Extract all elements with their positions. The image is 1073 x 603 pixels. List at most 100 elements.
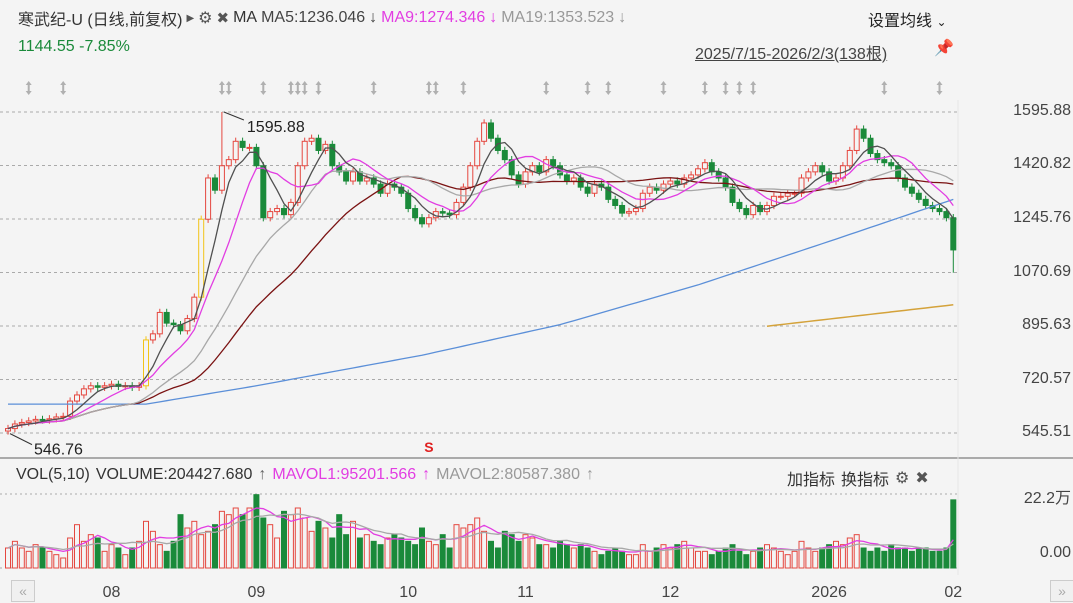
candle-body: [536, 165, 543, 173]
volume-bar: [508, 534, 515, 569]
volume-bar: [239, 514, 246, 569]
volume-bar: [839, 544, 846, 569]
volume-bar: [115, 547, 122, 569]
switch-indicator-button[interactable]: 换指标: [841, 472, 890, 489]
volume-bar: [798, 540, 805, 569]
y-tick-label: 1245.76: [1013, 208, 1071, 226]
volume-bar: [170, 540, 177, 569]
volume-bar: [488, 540, 494, 569]
y-tick-label: 895.63: [1022, 316, 1071, 333]
candle-body: [315, 137, 322, 151]
candle-body: [619, 204, 626, 214]
candle-body: [550, 159, 557, 167]
candle-body: [798, 177, 805, 194]
event-marker-icon: [701, 81, 708, 95]
volume-bar: [377, 544, 384, 569]
volume-bar: [708, 554, 715, 569]
ma-long-blue-line: [8, 198, 954, 405]
volume-bar: [308, 530, 315, 569]
scroll-left-button[interactable]: «: [11, 580, 35, 602]
candle-body: [294, 165, 301, 203]
close-icon[interactable]: ✖: [915, 470, 929, 487]
candle-body: [108, 383, 115, 387]
candle-body: [94, 385, 101, 388]
volume-bar: [515, 540, 522, 569]
candle-body: [198, 218, 205, 298]
volume-bar: [136, 540, 143, 569]
volume-bar: [950, 499, 957, 569]
volume-bar: [322, 527, 329, 569]
candle-body: [32, 418, 39, 422]
candle-body: [460, 186, 467, 203]
volume-bar: [626, 554, 632, 569]
volume-bar: [225, 514, 232, 569]
candle-body: [570, 177, 577, 182]
event-marker-icon: [315, 81, 322, 95]
volume-bar: [432, 544, 439, 569]
volume-bar: [929, 550, 936, 569]
vol-params[interactable]: VOL(5,10): [16, 466, 90, 483]
volume-bar: [770, 547, 777, 569]
candle-body: [101, 385, 108, 388]
event-marker-icon: [460, 81, 467, 95]
candle-body: [170, 322, 177, 326]
volume-bar: [570, 547, 577, 569]
volume-bar: [943, 547, 950, 569]
volume-bar: [350, 520, 356, 569]
candle-body: [439, 211, 446, 214]
candle-body: [874, 153, 881, 161]
scroll-right-button[interactable]: »: [1050, 580, 1073, 602]
volume-bar: [446, 547, 453, 569]
volume-bar: [294, 507, 301, 569]
candle-body: [515, 174, 522, 185]
candle-body: [819, 165, 826, 173]
volume-bar: [412, 544, 419, 569]
candle-body: [18, 421, 25, 425]
stock-title[interactable]: 寒武纪-U (日线,前复权): [18, 12, 183, 29]
volume-bar: [494, 547, 501, 569]
candle-body: [626, 211, 632, 214]
volume-bar: [101, 550, 108, 569]
volume-bar: [529, 537, 536, 569]
volume-bar: [867, 550, 874, 569]
candle-body: [922, 198, 929, 206]
candle-body: [715, 171, 722, 179]
chevron-down-icon: ⌄: [936, 15, 947, 29]
pin-icon[interactable]: 📌: [934, 40, 954, 57]
volume-bar: [591, 550, 598, 569]
gear-icon[interactable]: ⚙: [895, 470, 910, 487]
volume-bar: [184, 527, 191, 569]
candle-body: [149, 333, 156, 341]
candle-body: [777, 195, 784, 198]
candle-body: [895, 165, 902, 179]
play-icon[interactable]: ▶: [186, 12, 195, 24]
gear-icon[interactable]: ⚙: [198, 10, 213, 27]
volume-bar: [94, 537, 101, 569]
candle-body: [701, 162, 708, 170]
candle-body: [260, 165, 267, 219]
volume-bar: [784, 554, 791, 569]
candle-body: [501, 149, 508, 161]
candle-body: [308, 137, 315, 142]
volume-bar: [287, 514, 294, 569]
close-icon[interactable]: ✖: [216, 10, 230, 27]
candle-body: [205, 177, 212, 220]
indicator-tools: 加指标 换指标 ⚙ ✖: [787, 466, 929, 490]
arrow-down-icon: ↓: [618, 9, 627, 26]
volume-bar: [439, 534, 446, 569]
volume-bar: [343, 534, 350, 569]
event-marker-icon: [936, 81, 943, 95]
set-ma-button[interactable]: 设置均线 ⌄: [868, 7, 947, 31]
add-indicator-button[interactable]: 加指标: [787, 472, 836, 489]
volume-bar: [688, 547, 695, 569]
event-marker-icon: [25, 81, 32, 95]
candle-body: [915, 192, 922, 200]
volume-bar: [667, 547, 674, 569]
candle-body: [156, 311, 163, 335]
volume-bar: [191, 520, 198, 569]
date-range-link[interactable]: 2025/7/15-2026/2/3(138根): [695, 46, 888, 63]
candle-body: [467, 165, 474, 188]
volume-bar: [425, 540, 432, 569]
volume-bar: [205, 530, 212, 569]
